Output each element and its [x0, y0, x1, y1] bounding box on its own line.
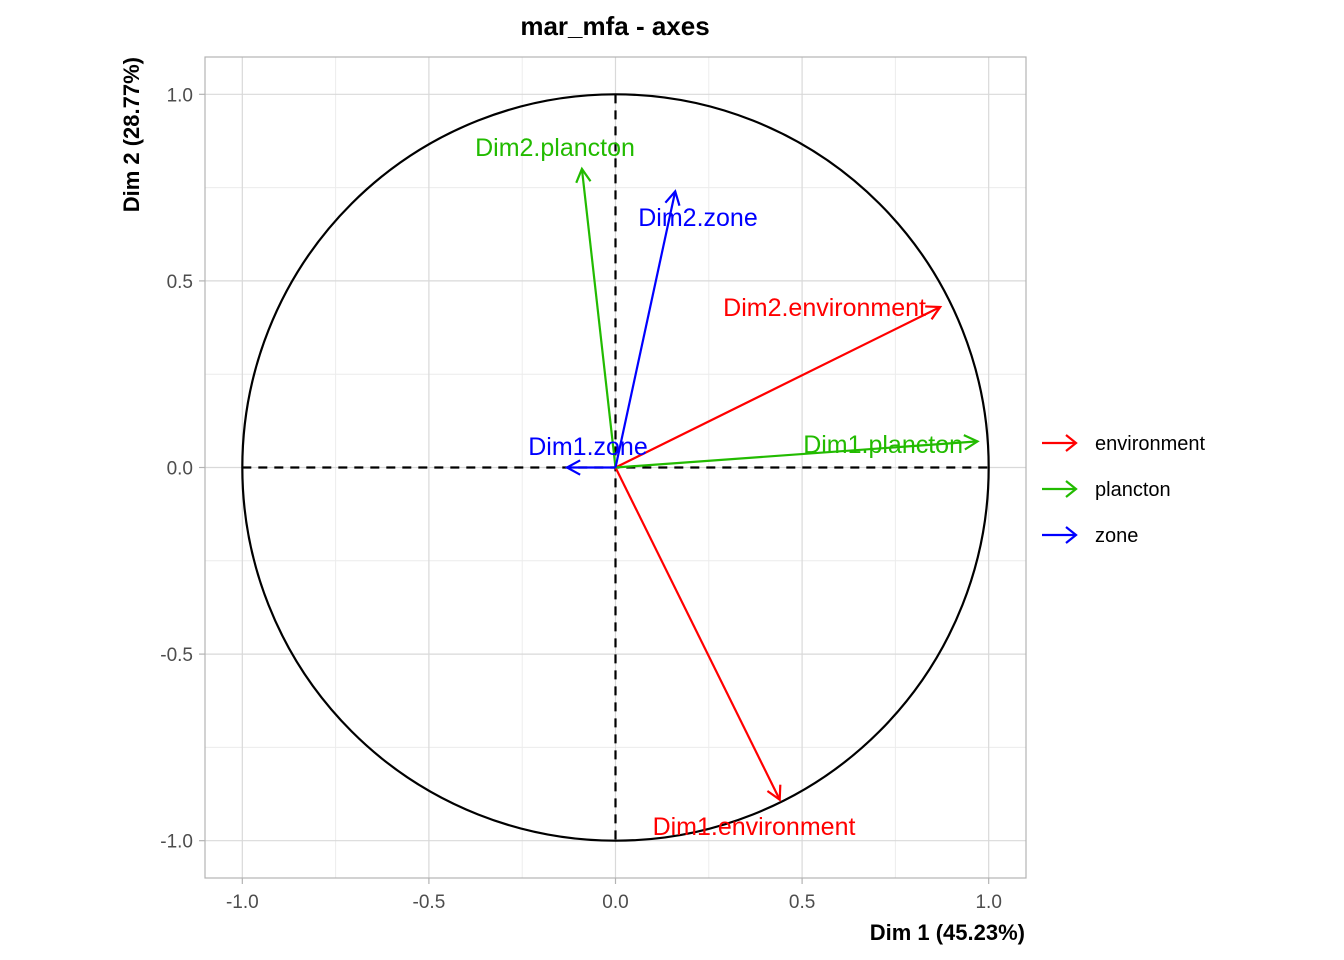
- chart-title: mar_mfa - axes: [520, 11, 709, 41]
- y-tick-label: 1.0: [167, 85, 193, 106]
- arrow-label-dim1-environment: Dim1.environment: [653, 813, 856, 841]
- arrow-label-dim1-zone: Dim1.zone: [528, 433, 648, 461]
- arrow-dim1-plancton: [615, 440, 978, 469]
- legend: environment plancton zone: [1042, 433, 1206, 547]
- arrow-label-dim2-zone: Dim2.zone: [638, 204, 758, 232]
- y-tick-label: -1.0: [160, 832, 193, 853]
- arrow-dim1-environment: [614, 467, 781, 801]
- legend-label-zone: zone: [1095, 525, 1138, 547]
- arrow-dim2-environment: [615, 306, 941, 469]
- arrow-label-dim2-plancton: Dim2.plancton: [475, 134, 635, 162]
- legend-key-head-plancton: [1065, 480, 1078, 498]
- arrows: [564, 166, 980, 802]
- arrowhead-dim2-environment: [925, 305, 943, 320]
- arrowhead-dim2-zone: [664, 189, 681, 207]
- x-tick-label: 0.5: [789, 892, 815, 913]
- legend-key-head-environment: [1065, 434, 1078, 452]
- x-tick-label: -0.5: [413, 892, 446, 913]
- arrowhead-dim1-zone: [564, 459, 581, 476]
- arrowhead-dim1-environment: [766, 784, 782, 802]
- arrowhead-dim2-plancton: [575, 166, 592, 184]
- y-tick-label: -0.5: [160, 645, 193, 666]
- x-axis-title: Dim 1 (45.23%): [870, 920, 1025, 945]
- x-axis-ticks: -1.0 -0.5 0.0 0.5 1.0: [226, 878, 1002, 913]
- y-tick-label: 0.5: [167, 272, 193, 293]
- y-axis-title: Dim 2 (28.77%): [119, 57, 144, 212]
- arrow-label-dim1-plancton: Dim1.plancton: [803, 431, 963, 459]
- x-tick-label: 0.0: [602, 892, 628, 913]
- legend-label-plancton: plancton: [1095, 479, 1171, 501]
- y-tick-label: 0.0: [167, 459, 193, 480]
- arrow-dim2-zone: [614, 191, 677, 468]
- legend-key-head-zone: [1065, 526, 1078, 544]
- legend-label-environment: environment: [1095, 433, 1206, 455]
- arrow-labels: Dim1.environment Dim2.environment Dim1.pla…: [475, 134, 963, 841]
- y-axis-ticks: -1.0 -0.5 0.0 0.5 1.0: [160, 85, 205, 853]
- arrowhead-dim1-plancton: [963, 434, 980, 451]
- unit-circle: [241, 93, 990, 842]
- x-tick-label: 1.0: [975, 892, 1001, 913]
- arrow-dim2-plancton: [580, 168, 617, 468]
- arrow-label-dim2-environment: Dim2.environment: [723, 294, 926, 322]
- x-tick-label: -1.0: [226, 892, 259, 913]
